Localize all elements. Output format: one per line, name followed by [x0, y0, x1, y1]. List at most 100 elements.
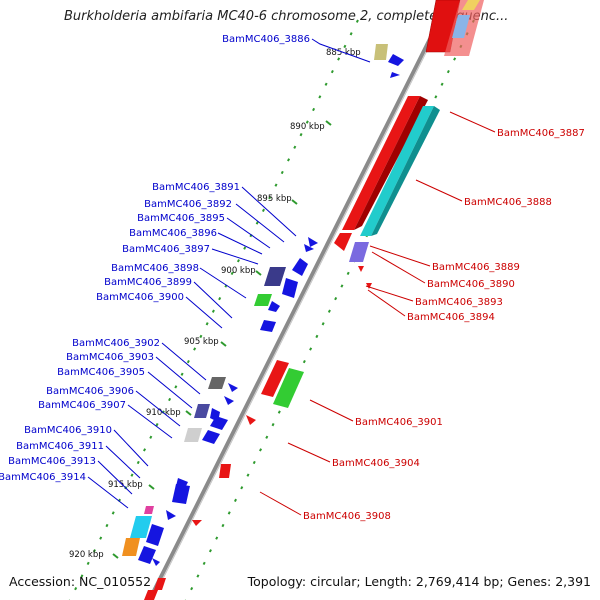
- gene-arrow: [452, 15, 470, 38]
- scale-dot: [205, 322, 209, 326]
- scale-dot: [246, 473, 250, 477]
- scale-dot: [349, 32, 353, 36]
- label-leader-line: [161, 342, 207, 381]
- gene-arrow: [273, 368, 304, 408]
- gene-arrow: [172, 484, 190, 504]
- gene-arrow: [282, 278, 298, 298]
- gene-arrow: [152, 558, 160, 566]
- gene-arrow: [374, 44, 388, 60]
- gene-arrow: [208, 377, 226, 389]
- gene-label[interactable]: BamMC406_3897: [122, 244, 210, 255]
- gene-label[interactable]: BamMC406_3911: [16, 441, 104, 452]
- gene-arrow: [166, 510, 176, 520]
- gene-label[interactable]: BamMC406_3900: [96, 292, 184, 303]
- label-leader-line: [259, 491, 302, 516]
- gene-label[interactable]: BamMC406_3890: [427, 279, 515, 290]
- scale-dot: [434, 95, 438, 99]
- gene-label[interactable]: BamMC406_3889: [432, 262, 520, 273]
- label-leader-line: [449, 111, 496, 133]
- label-leader-line: [226, 217, 271, 249]
- gene-label[interactable]: BamMC406_3906: [46, 386, 134, 397]
- scale-dot: [227, 511, 231, 515]
- gene-arrow: [342, 96, 420, 230]
- scale-dot: [277, 410, 281, 414]
- label-leader-line: [113, 429, 149, 467]
- gene-arrow: [308, 237, 318, 247]
- scale-dot: [446, 69, 450, 74]
- gene-arrow: [366, 283, 372, 289]
- scale-dot: [274, 183, 278, 187]
- gene-arrow: [144, 506, 154, 514]
- gene-label[interactable]: BamMC406_3904: [332, 458, 420, 469]
- tick-mark: [291, 199, 298, 205]
- gene-arrow: [224, 396, 234, 405]
- gene-label[interactable]: BamMC406_3913: [8, 456, 96, 467]
- gene-label[interactable]: BamMC406_3908: [303, 511, 391, 522]
- gene-arrow: [354, 96, 428, 230]
- label-leader-line: [135, 390, 181, 427]
- label-leader-line: [105, 445, 141, 479]
- gene-arrow: [194, 404, 210, 418]
- gene-arrow: [292, 258, 308, 276]
- gene-arrow: [334, 233, 352, 251]
- gene-label[interactable]: BamMC406_3887: [497, 128, 585, 139]
- gene-arrow: [358, 266, 364, 272]
- gene-label[interactable]: BamMC406_3894: [407, 312, 495, 323]
- gene-label[interactable]: BamMC406_3902: [72, 338, 160, 349]
- label-leader-line: [193, 281, 233, 319]
- gene-arrow: [246, 415, 256, 425]
- gene-label[interactable]: BamMC406_3893: [415, 297, 503, 308]
- scale-dot: [111, 511, 115, 515]
- gene-label[interactable]: BamMC406_3910: [24, 425, 112, 436]
- gene-label[interactable]: BamMC406_3898: [111, 263, 199, 274]
- scale-dot: [255, 221, 259, 225]
- tick-mark: [148, 484, 155, 490]
- gene-label[interactable]: BamMC406_3905: [57, 367, 145, 378]
- scale-dot: [271, 423, 275, 427]
- gene-label[interactable]: BamMC406_3888: [464, 197, 552, 208]
- gene-arrow: [462, 0, 480, 10]
- scale-dot: [315, 334, 319, 339]
- scale-dot: [155, 423, 159, 427]
- scale-dot: [453, 57, 457, 61]
- scale-dot: [80, 574, 84, 578]
- tick-mark: [112, 553, 119, 559]
- scale-dot: [105, 523, 109, 528]
- gene-arrow: [268, 301, 280, 312]
- gene-arrow: [360, 106, 434, 236]
- scale-dot: [218, 296, 222, 301]
- tick-mark: [255, 270, 262, 276]
- tick-label: 890 kbp: [290, 122, 325, 132]
- label-leader-line: [155, 356, 201, 395]
- scale-dot: [330, 69, 334, 74]
- label-leader-line: [415, 179, 463, 202]
- gene-arrow: [144, 590, 158, 600]
- scale-dot: [302, 359, 306, 364]
- gene-label[interactable]: BamMC406_3914: [0, 472, 86, 483]
- gene-arrow: [184, 428, 202, 442]
- gene-label[interactable]: BamMC406_3895: [137, 213, 225, 224]
- gene-arrow: [304, 244, 314, 252]
- scale-dot: [309, 347, 313, 351]
- scale-dot: [168, 397, 172, 402]
- scale-dot: [180, 372, 184, 376]
- scale-dot: [440, 82, 444, 86]
- label-leader-line: [211, 248, 259, 265]
- gene-label[interactable]: BamMC406_3896: [129, 228, 217, 239]
- gene-label[interactable]: BamMC406_3892: [144, 199, 232, 210]
- gene-label[interactable]: BamMC406_3891: [152, 182, 240, 193]
- scale-dot: [221, 523, 225, 528]
- gene-label[interactable]: BamMC406_3899: [104, 277, 192, 288]
- gene-label[interactable]: BamMC406_3907: [38, 400, 126, 411]
- label-leader-line: [199, 267, 247, 299]
- topology-text: Topology: circular; Length: 2,769,414 bp…: [247, 574, 591, 589]
- scale-dot: [299, 133, 303, 137]
- gene-label[interactable]: BamMC406_3886: [222, 34, 310, 45]
- tick-marks: [112, 51, 383, 559]
- scale-dot: [252, 460, 256, 465]
- tick-mark: [185, 410, 192, 416]
- gene-label[interactable]: BamMC406_3901: [355, 417, 443, 428]
- label-leader-line: [127, 404, 173, 439]
- gene-label[interactable]: BamMC406_3903: [66, 352, 154, 363]
